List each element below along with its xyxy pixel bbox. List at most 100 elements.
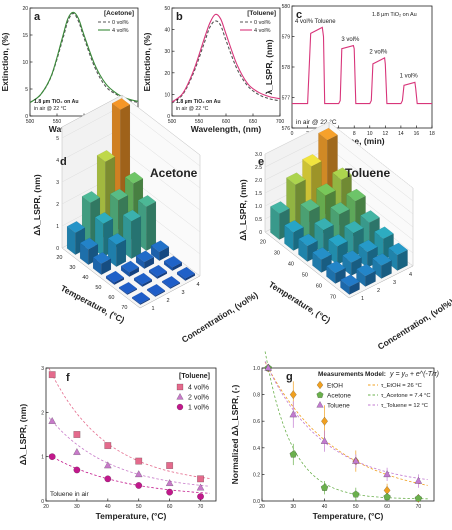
bar (146, 283, 166, 298)
marker-pentagon (320, 483, 329, 491)
bar-top (105, 270, 125, 283)
y-tick-label: 40 (164, 28, 170, 34)
bar (135, 250, 155, 270)
marker-triangle (176, 392, 184, 400)
panel-letter: b (176, 11, 183, 23)
marker-circle (73, 466, 81, 474)
fit-curve (48, 417, 210, 487)
temp-tick-label: 40 (82, 275, 88, 281)
y-tick-label: 577 (282, 96, 291, 102)
y-tick-label: 579 (282, 35, 291, 41)
z-tick-label: 0.5 (255, 217, 262, 223)
y-tick-label: 20 (164, 71, 170, 77)
y-axis-label: Δλ_LSPR, (nm) (32, 174, 42, 236)
marker-square (135, 457, 143, 465)
bar (92, 252, 112, 276)
marker-triangle (264, 363, 273, 371)
conc-tick-label: 2 (167, 298, 170, 304)
legend-label: 4 vol% (188, 385, 209, 392)
marker-square (73, 431, 81, 438)
x-axis-label: Time, (min) (339, 136, 384, 146)
x-tick-label: 16 (414, 131, 420, 137)
temp-tick-label: 30 (69, 265, 75, 271)
bar-top (131, 291, 151, 304)
marker-diamond (289, 390, 297, 400)
bar-top (286, 172, 306, 185)
y-axis-label: Extinction, (%) (142, 32, 152, 91)
temp-tick-label: 60 (108, 295, 114, 301)
y-axis-label: λ_LSPR, (nm) (264, 39, 274, 94)
z-tick-label: 1 (56, 224, 59, 230)
marker-square (197, 475, 204, 483)
y-tick-label: 1 (41, 455, 44, 461)
bar-top (300, 199, 320, 212)
y-tick-label: 0.6 (253, 419, 260, 425)
marker-square (48, 371, 56, 379)
marker-triangle (165, 478, 174, 487)
bar-top (66, 221, 86, 233)
y-tick-label: 578 (282, 65, 291, 71)
x-tick-label: 50 (353, 504, 359, 510)
panel-letter: f (66, 372, 70, 384)
marker-circle (104, 475, 112, 483)
plot-frame (45, 367, 217, 502)
marker-triangle (48, 416, 57, 425)
z-tick-label: 2.5 (255, 165, 262, 171)
annotation: in air @ 22 °C (296, 118, 337, 126)
y-tick-label: 15 (22, 33, 28, 39)
x-tick-label: 500 (26, 119, 35, 125)
bar-side (146, 201, 157, 252)
x-tick-label: 550 (195, 119, 204, 125)
marker-circle (135, 482, 143, 489)
bar-top (312, 247, 332, 260)
y-tick-label: 0 (41, 499, 44, 505)
temp-tick-label: 40 (288, 262, 294, 268)
marker-triangle (414, 476, 423, 484)
x-tick-label: 700 (276, 119, 285, 125)
bar-top (137, 195, 157, 207)
marker-pentagon (414, 494, 423, 502)
bar-top (356, 263, 376, 277)
marker-circle (48, 453, 56, 461)
y-axis-label: Extinction, (%) (0, 32, 10, 91)
bar-top (328, 234, 348, 247)
y-tick-label: 5 (25, 87, 28, 93)
bar-top (109, 188, 129, 201)
y-axis-label: Normalized Δλ_LSPR, (-) (230, 385, 240, 485)
marker-triangle (351, 456, 360, 464)
bar-side (131, 215, 142, 260)
y-tick-label: 0.2 (253, 472, 260, 478)
x-tick-label: 14 (398, 131, 404, 137)
bar-top (96, 150, 116, 162)
panel-c: 024681012141618576577578579580Time, (min… (264, 4, 435, 146)
x-tick-label: 30 (74, 504, 80, 510)
x-tick-label: 650 (249, 119, 258, 125)
y-tick-label: 10 (22, 60, 28, 66)
series-line-4vol (29, 11, 139, 103)
z-tick-label: 1.5 (255, 191, 262, 197)
bar (120, 260, 140, 278)
annotation: Toluene in air (50, 491, 89, 498)
panel-f: 20 30 40 50 60 70 0 1 2 3 Temperature, (°C) Δλ_LSPR… (18, 366, 217, 521)
x-tick-label: 10 (367, 131, 373, 137)
step-label: 4 vol% Toluene (295, 19, 336, 25)
bar-top (107, 233, 127, 245)
temp-tick-label: 20 (56, 255, 62, 261)
marker-triangle (383, 470, 392, 478)
x-tick-label: 50 (136, 504, 142, 510)
bar-top (316, 183, 336, 196)
bar-top (314, 217, 334, 231)
bar-top (118, 281, 138, 294)
bar-top (176, 266, 196, 279)
step-label: 2 vol% (369, 49, 388, 55)
y-tick-label: 576 (282, 126, 291, 132)
bar-top (342, 250, 362, 263)
bar-top (163, 255, 183, 268)
conc-tick-label: 2 (377, 288, 380, 294)
y-axis-label: Concentration, (vol%) (376, 297, 452, 352)
bar-top (340, 274, 360, 287)
conc-tick-label: 1 (361, 296, 364, 302)
x-tick-label: 12 (383, 131, 389, 137)
z-tick-label: 1.0 (255, 204, 262, 210)
